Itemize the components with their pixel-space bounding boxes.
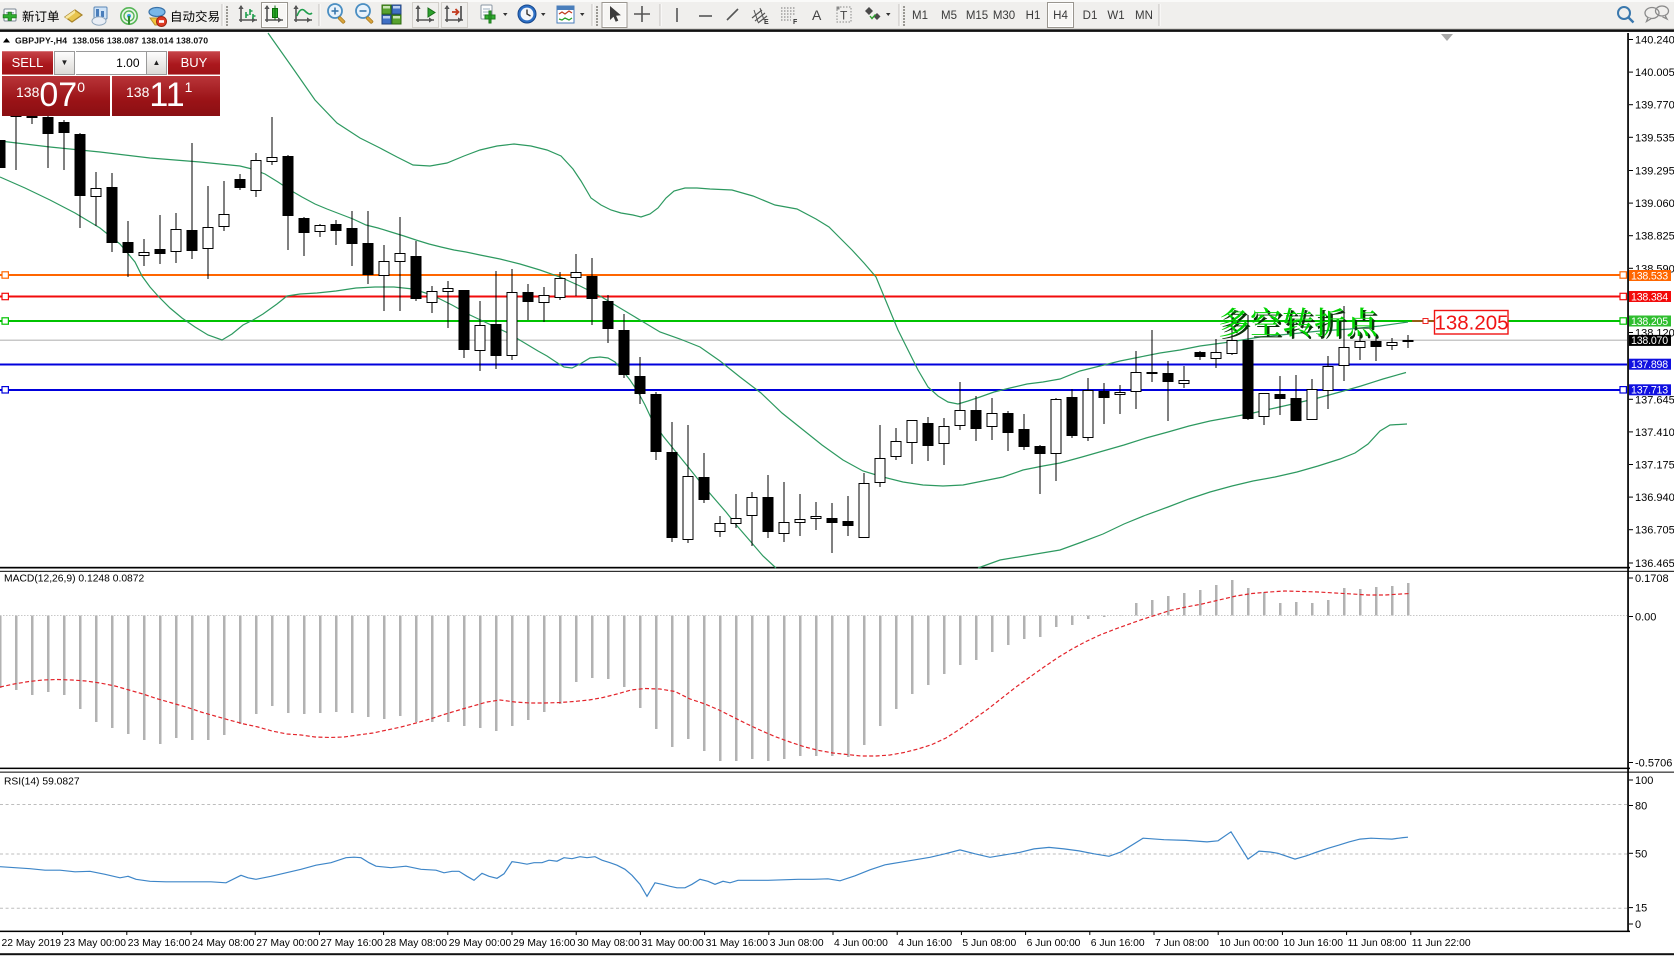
svg-text:137.645: 137.645 xyxy=(1635,394,1674,406)
svg-text:139.770: 139.770 xyxy=(1635,100,1674,112)
svg-text:31 May 00:00: 31 May 00:00 xyxy=(641,938,704,949)
svg-text:138.070: 138.070 xyxy=(1631,335,1668,347)
svg-text:W1: W1 xyxy=(1107,10,1124,22)
svg-text:138.384: 138.384 xyxy=(1631,291,1668,303)
svg-text:30 May 08:00: 30 May 08:00 xyxy=(577,938,640,949)
svg-text:100: 100 xyxy=(1635,775,1653,787)
svg-text:GBPJPY-,H4 138.056 138.087 13: GBPJPY-,H4 138.056 138.087 138.014 138.0… xyxy=(15,36,208,46)
svg-text:24 May 08:00: 24 May 08:00 xyxy=(192,938,255,949)
svg-text:28 May 08:00: 28 May 08:00 xyxy=(385,938,448,949)
svg-text:139.060: 139.060 xyxy=(1635,198,1674,210)
svg-text:29 May 00:00: 29 May 00:00 xyxy=(449,938,512,949)
svg-text:139.295: 139.295 xyxy=(1635,166,1674,178)
svg-text:10 Jun 00:00: 10 Jun 00:00 xyxy=(1219,938,1279,949)
svg-text:140.240: 140.240 xyxy=(1635,35,1674,47)
svg-text:MACD(12,26,9) 0.1248 0.0872: MACD(12,26,9) 0.1248 0.0872 xyxy=(4,574,145,585)
svg-text:137.898: 137.898 xyxy=(1631,359,1668,371)
svg-text:140.005: 140.005 xyxy=(1635,67,1674,79)
svg-text:4 Jun 16:00: 4 Jun 16:00 xyxy=(898,938,952,949)
svg-text:0.00: 0.00 xyxy=(1635,612,1656,624)
svg-text:138.205: 138.205 xyxy=(1434,312,1508,335)
svg-text:50: 50 xyxy=(1635,848,1647,860)
svg-text:6 Jun 16:00: 6 Jun 16:00 xyxy=(1091,938,1145,949)
svg-text:-0.5706: -0.5706 xyxy=(1635,758,1672,770)
svg-text:138.533: 138.533 xyxy=(1631,270,1668,282)
svg-text:137.713: 137.713 xyxy=(1631,385,1668,397)
svg-text:23 May 16:00: 23 May 16:00 xyxy=(128,938,191,949)
svg-text:H1: H1 xyxy=(1026,10,1041,22)
svg-text:136.940: 136.940 xyxy=(1635,492,1674,504)
svg-text:D1: D1 xyxy=(1083,10,1098,22)
svg-text:139.535: 139.535 xyxy=(1635,132,1674,144)
svg-text:5 Jun 08:00: 5 Jun 08:00 xyxy=(962,938,1016,949)
svg-text:3 Jun 08:00: 3 Jun 08:00 xyxy=(770,938,824,949)
svg-text:M30: M30 xyxy=(993,10,1015,22)
svg-text:6 Jun 00:00: 6 Jun 00:00 xyxy=(1027,938,1081,949)
svg-text:4 Jun 00:00: 4 Jun 00:00 xyxy=(834,938,888,949)
svg-text:M1: M1 xyxy=(912,10,928,22)
svg-text:M15: M15 xyxy=(966,10,988,22)
svg-text:15: 15 xyxy=(1635,903,1647,915)
svg-text:T: T xyxy=(840,9,848,23)
svg-text:136.705: 136.705 xyxy=(1635,525,1674,537)
svg-text:F: F xyxy=(793,19,798,26)
svg-text:138.205: 138.205 xyxy=(1631,316,1668,328)
svg-text:137.410: 137.410 xyxy=(1635,427,1674,439)
svg-text:27 May 00:00: 27 May 00:00 xyxy=(256,938,319,949)
svg-text:M5: M5 xyxy=(941,10,957,22)
svg-text:137.175: 137.175 xyxy=(1635,460,1674,472)
svg-text:H4: H4 xyxy=(1053,10,1068,22)
svg-text:22 May 2019: 22 May 2019 xyxy=(2,938,62,949)
svg-text:11 Jun 22:00: 11 Jun 22:00 xyxy=(1412,938,1471,949)
svg-text:80: 80 xyxy=(1635,801,1647,813)
svg-text:E: E xyxy=(764,19,769,26)
svg-text:29 May 16:00: 29 May 16:00 xyxy=(513,938,576,949)
svg-text:138.825: 138.825 xyxy=(1635,231,1674,243)
svg-text:31 May 16:00: 31 May 16:00 xyxy=(706,938,769,949)
svg-text:MN: MN xyxy=(1135,10,1153,22)
svg-text:10 Jun 16:00: 10 Jun 16:00 xyxy=(1283,938,1343,949)
svg-text:7 Jun 08:00: 7 Jun 08:00 xyxy=(1155,938,1209,949)
svg-text:0.1708: 0.1708 xyxy=(1635,573,1669,585)
svg-text:A: A xyxy=(812,7,822,23)
svg-text:0: 0 xyxy=(1635,919,1641,931)
svg-text:27 May 16:00: 27 May 16:00 xyxy=(320,938,383,949)
svg-text:11 Jun 08:00: 11 Jun 08:00 xyxy=(1348,938,1407,949)
svg-text:23 May 00:00: 23 May 00:00 xyxy=(64,938,127,949)
svg-text:136.465: 136.465 xyxy=(1635,558,1674,570)
svg-text:RSI(14) 59.0827: RSI(14) 59.0827 xyxy=(4,777,80,788)
